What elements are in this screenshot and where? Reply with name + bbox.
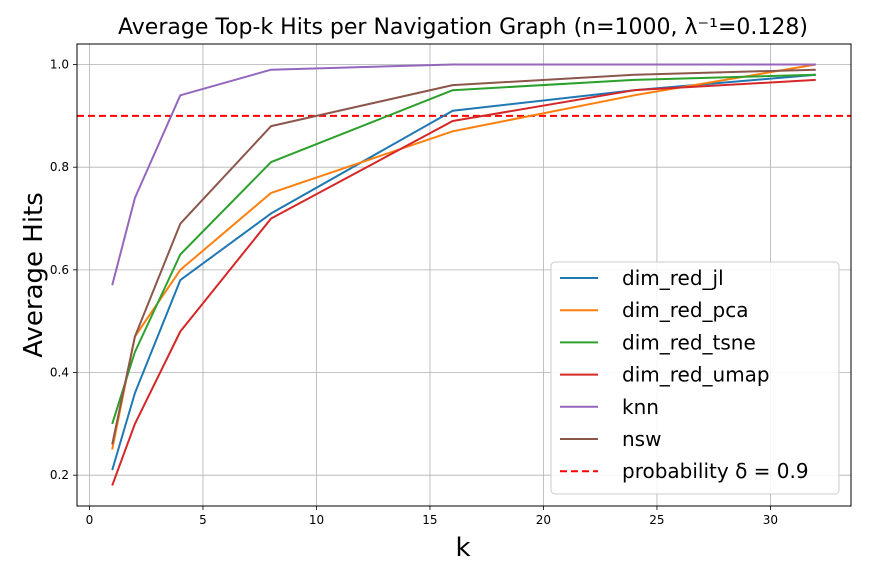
legend-label: probability δ = 0.9: [622, 459, 809, 483]
series-line-dim-red-umap: [111, 78, 816, 486]
chart-title: Average Top-k Hits per Navigation Graph …: [118, 15, 808, 40]
y-tick-label: 0.6: [50, 263, 69, 277]
legend: dim_red_jl dim_red_pca dim_red_tsne dim_red…: [550, 261, 840, 495]
series-line-nsw: [111, 68, 816, 445]
ticks: 0 5 10 15 20 25 30 0.2 0.4 0.6 0.8 1.0: [50, 58, 778, 527]
x-tick-label: 0: [86, 513, 94, 527]
y-axis-label: Average Hits: [19, 192, 49, 358]
legend-label: dim_red_jl: [622, 266, 724, 290]
y-tick-label: 1.0: [50, 58, 69, 72]
series-layer: [111, 63, 816, 486]
legend-label: dim_red_tsne: [622, 330, 756, 354]
y-tick-label: 0.4: [50, 366, 69, 380]
legend-box: [550, 261, 840, 495]
legend-label: knn: [622, 395, 659, 419]
series-line-knn: [111, 63, 816, 286]
x-tick-label: 15: [422, 513, 437, 527]
x-tick-label: 10: [309, 513, 324, 527]
x-tick-label: 5: [199, 513, 207, 527]
plot-frame: [76, 43, 852, 507]
y-tick-label: 0.8: [50, 160, 69, 174]
legend-label: dim_red_pca: [622, 298, 748, 322]
legend-label: nsw: [622, 427, 661, 451]
x-axis-label: k: [455, 533, 470, 563]
x-tick-label: 25: [649, 513, 664, 527]
series-line-dim-red-tsne: [111, 73, 816, 425]
x-tick-label: 30: [763, 513, 778, 527]
y-tick-label: 0.2: [50, 468, 69, 482]
x-tick-label: 20: [536, 513, 551, 527]
legend-label: dim_red_umap: [622, 363, 770, 387]
